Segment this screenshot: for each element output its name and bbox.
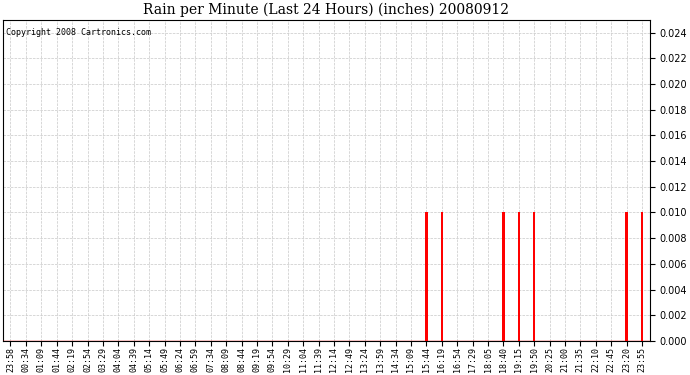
Bar [626,213,628,341]
Bar [425,213,428,341]
Bar [502,213,504,341]
Bar [441,213,443,341]
Bar [641,213,643,341]
Bar [533,213,535,341]
Text: Copyright 2008 Cartronics.com: Copyright 2008 Cartronics.com [6,28,151,37]
Title: Rain per Minute (Last 24 Hours) (inches) 20080912: Rain per Minute (Last 24 Hours) (inches)… [144,3,509,17]
Bar [518,213,520,341]
